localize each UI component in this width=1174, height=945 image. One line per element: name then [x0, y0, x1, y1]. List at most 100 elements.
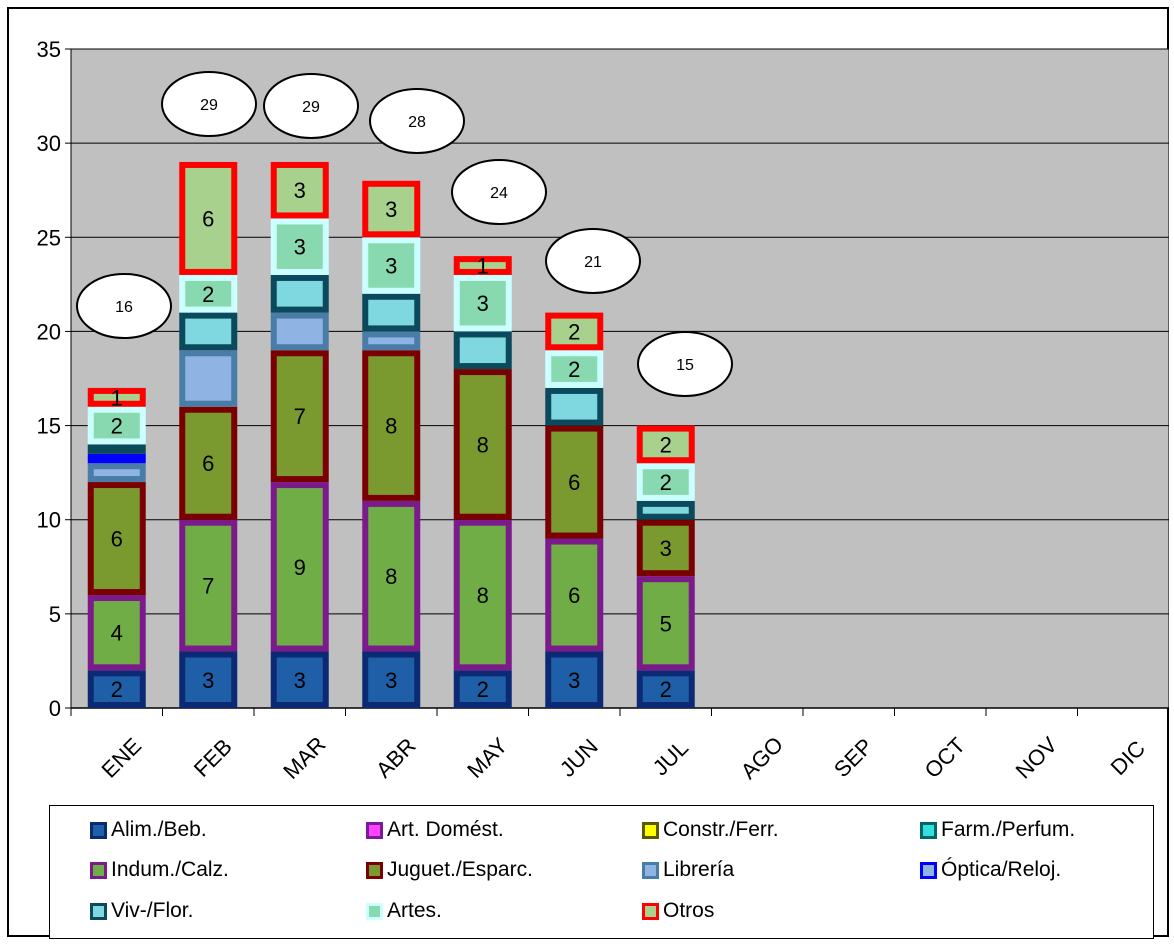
total-label: 29 [200, 97, 218, 114]
total-label: 16 [115, 299, 133, 316]
data-label: 2 [660, 677, 672, 702]
callout-ellipse [545, 228, 641, 294]
bar-segment [545, 651, 604, 708]
total-label: 21 [584, 254, 602, 271]
bar-segment [362, 180, 421, 238]
x-tick-label: NOV [1011, 732, 1063, 784]
total-callout: 15 [637, 331, 733, 397]
y-axis-ticks: 0 5 10 15 20 25 30 35 [37, 37, 71, 721]
bar-segment [179, 161, 238, 275]
legend-item: Alim./Beb. [90, 818, 207, 842]
bar-segment [453, 331, 512, 370]
x-tick-label: ABR [371, 733, 421, 783]
x-axis-ticks: ENE FEB MAR ABR MAY JUN JUL AGO SEP OCT NOV DIC [70, 708, 1169, 784]
bar-segment [87, 595, 146, 671]
bar-segment [362, 331, 421, 351]
data-label: 2 [477, 677, 489, 702]
total-callout: 21 [545, 228, 641, 294]
total-label: 29 [302, 99, 320, 116]
data-label: 8 [477, 583, 489, 608]
bar-segment [545, 538, 604, 652]
legend-item: Otros [642, 899, 714, 923]
data-label: 3 [202, 668, 214, 693]
legend-item: Artes. [366, 899, 442, 923]
legend-label: Indum./Calz. [111, 858, 229, 881]
callout-ellipse [76, 273, 172, 339]
bar-segment [362, 293, 421, 332]
data-label: 8 [385, 564, 397, 589]
legend-swatch [642, 861, 659, 879]
total-callout: 29 [263, 73, 359, 139]
legend-item: Indum./Calz. [90, 858, 229, 882]
bar-segment [362, 237, 421, 294]
data-label: 6 [568, 470, 580, 495]
x-tick-label: DIC [1106, 735, 1151, 780]
legend-label: Artes. [387, 899, 442, 922]
x-tick-label: ENE [97, 733, 147, 783]
data-label: 6 [202, 451, 214, 476]
bar-segment [453, 256, 512, 275]
legend-swatch [90, 821, 107, 839]
y-tick-label: 5 [49, 602, 61, 627]
bar-segment [179, 274, 238, 313]
total-label: 24 [490, 185, 508, 202]
data-label: 1 [477, 254, 489, 279]
data-label: 3 [385, 254, 397, 279]
bar-segment [362, 500, 421, 652]
x-tick-label: MAY [462, 732, 512, 782]
callout-ellipse [637, 331, 733, 397]
data-label: 4 [111, 621, 123, 646]
data-label: 1 [111, 385, 123, 410]
legend-item: Óptica/Reloj. [920, 858, 1061, 882]
bar-segment [362, 651, 421, 708]
legend-item: Librería [642, 858, 734, 882]
bar-segment [636, 519, 695, 577]
y-tick-label: 35 [37, 37, 61, 62]
chart-frame: 0 5 10 15 20 25 30 35 ENE FEB MAR ABR MAY JUN JUL AGO S… [7, 7, 1169, 939]
legend: Alim./Beb. Art. Domést. Constr./Ferr. Farm.… [49, 805, 1154, 939]
x-tick-label: OCT [920, 733, 971, 784]
data-label: 2 [568, 319, 580, 344]
total-label: 15 [676, 357, 694, 374]
legend-swatch [920, 861, 937, 879]
x-tick-label: MAR [278, 732, 330, 784]
bar-segment [179, 651, 238, 708]
bar-segment [87, 387, 146, 407]
x-tick-label: JUL [648, 735, 693, 780]
legend-label: Art. Domést. [387, 818, 504, 841]
bar-segment [179, 350, 238, 407]
data-label: 8 [477, 432, 489, 457]
bar-segment [87, 670, 146, 708]
bar-segment [453, 274, 512, 332]
data-label: 3 [385, 668, 397, 693]
data-label: 2 [111, 677, 123, 702]
y-tick-label: 20 [37, 319, 61, 344]
data-label: 3 [294, 668, 306, 693]
data-label: 3 [568, 668, 580, 693]
x-tick-label: AGO [736, 732, 788, 784]
callout-ellipse [263, 73, 359, 139]
legend-item: Art. Domést. [366, 818, 504, 842]
legend-label: Juguet./Esparc. [387, 858, 533, 881]
data-label: 3 [660, 536, 672, 561]
y-tick-label: 0 [49, 696, 61, 721]
data-label: 9 [294, 555, 306, 580]
y-tick-label: 15 [37, 414, 61, 439]
bar-segment [636, 425, 695, 464]
bar-segment [636, 463, 695, 501]
legend-label: Librería [663, 858, 735, 881]
data-label: 7 [202, 574, 214, 599]
bar-segment [87, 482, 146, 596]
callout-ellipse [451, 159, 547, 225]
bar-segment [545, 312, 604, 351]
legend-swatch [642, 902, 659, 920]
legend-label: Alim./Beb. [111, 818, 207, 841]
data-label: 2 [660, 432, 672, 457]
bar-segment [636, 500, 695, 520]
total-label: 28 [408, 114, 426, 131]
y-tick-label: 25 [37, 225, 61, 250]
bar-segment [87, 444, 146, 454]
y-tick-label: 30 [37, 131, 61, 156]
total-callout: 24 [451, 159, 547, 225]
